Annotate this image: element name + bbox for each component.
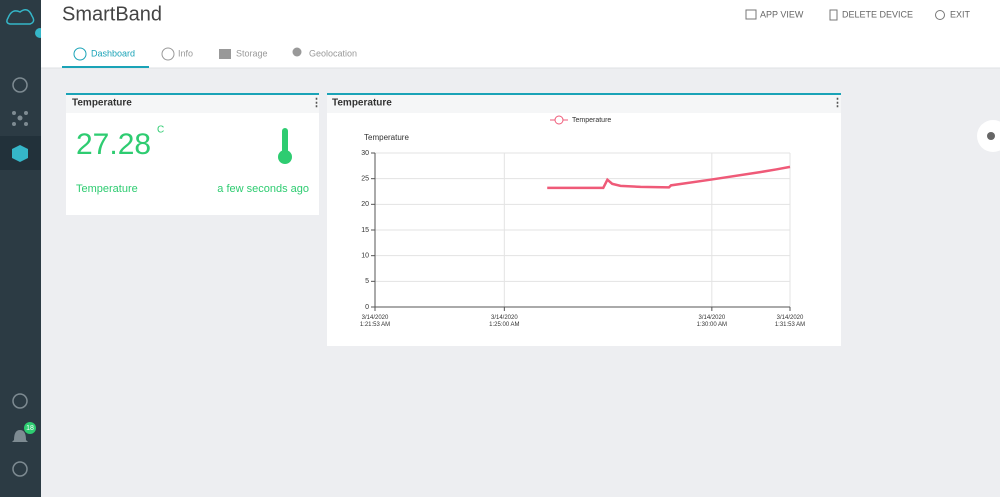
header: [41, 0, 1000, 68]
y-tick-label: 25: [361, 176, 369, 183]
exit-button[interactable]: EXIT: [950, 9, 971, 19]
y-tick-label: 20: [361, 201, 369, 208]
y-axis-label: Temperature: [364, 133, 409, 142]
tab-info[interactable]: Info: [178, 48, 193, 58]
widget-accent: [66, 93, 319, 95]
tab-geolocation[interactable]: Geolocation: [309, 48, 357, 58]
widget-value: 27.28: [76, 128, 151, 161]
chart-title: Temperature: [332, 98, 392, 109]
chart-header: [327, 93, 841, 113]
exit-icon: [935, 10, 945, 20]
widget-unit: C: [157, 125, 164, 136]
tab-dashboard[interactable]: Dashboard: [91, 48, 135, 58]
widget-label: Temperature: [76, 183, 138, 195]
tab-icon: [161, 47, 175, 61]
nav-network-icon[interactable]: [12, 111, 28, 126]
legend-label: Temperature: [572, 117, 611, 124]
notification-badge-bg: [24, 422, 36, 434]
widget-card: [66, 93, 319, 215]
y-tick-label: 10: [361, 253, 369, 260]
logo[interactable]: [6, 9, 35, 25]
x-tick-label: 3/14/2020 1:21:53 AM: [360, 315, 390, 328]
tab-icon: [219, 49, 231, 59]
account-icon[interactable]: [12, 461, 28, 477]
tab-storage[interactable]: Storage: [236, 48, 268, 58]
chart-menu[interactable]: ⋮: [832, 97, 843, 109]
tab-icon: [292, 47, 302, 57]
x-tick-label: 3/14/2020 1:31:53 AM: [775, 315, 805, 328]
app-view-icon: [745, 9, 757, 20]
widget-menu[interactable]: ⋮: [311, 97, 322, 109]
notification-badge: 18: [26, 425, 34, 432]
widget-title: Temperature: [72, 98, 132, 109]
nav-dashboard-icon[interactable]: [12, 77, 28, 93]
widget-header: [66, 93, 319, 113]
x-tick-label: 3/14/2020 1:25:00 AM: [489, 315, 519, 328]
active-tab-indicator: [62, 66, 149, 68]
device-title: SmartBand: [62, 3, 162, 25]
settings-icon: [987, 132, 995, 140]
y-tick-label: 15: [361, 227, 369, 234]
help-icon[interactable]: [12, 393, 28, 409]
thermometer-icon: [282, 128, 288, 154]
notifications-icon[interactable]: [12, 430, 28, 442]
widget-time: a few seconds ago: [217, 183, 309, 195]
sidebar: [0, 0, 41, 497]
x-tick-label: 3/14/2020 1:30:00 AM: [697, 315, 727, 328]
chart-card: [327, 93, 841, 346]
delete-device-button[interactable]: DELETE DEVICE: [842, 9, 913, 19]
y-tick-label: 5: [365, 278, 369, 285]
nav-devices-icon[interactable]: [12, 145, 28, 162]
delete-icon: [829, 9, 838, 21]
legend-marker: [554, 115, 564, 125]
app-view-button[interactable]: APP VIEW: [760, 9, 804, 19]
thermometer-bulb: [278, 150, 292, 164]
y-tick-label: 30: [361, 150, 369, 157]
series-line: [547, 165, 791, 190]
y-tick-label: 0: [365, 304, 369, 311]
tab-icon: [73, 47, 87, 61]
chart-accent: [327, 93, 841, 95]
plot: 0 5 10 15 20 25 30 3/14/2020 1:21:53 AM 3/14/2020…: [360, 115, 805, 328]
